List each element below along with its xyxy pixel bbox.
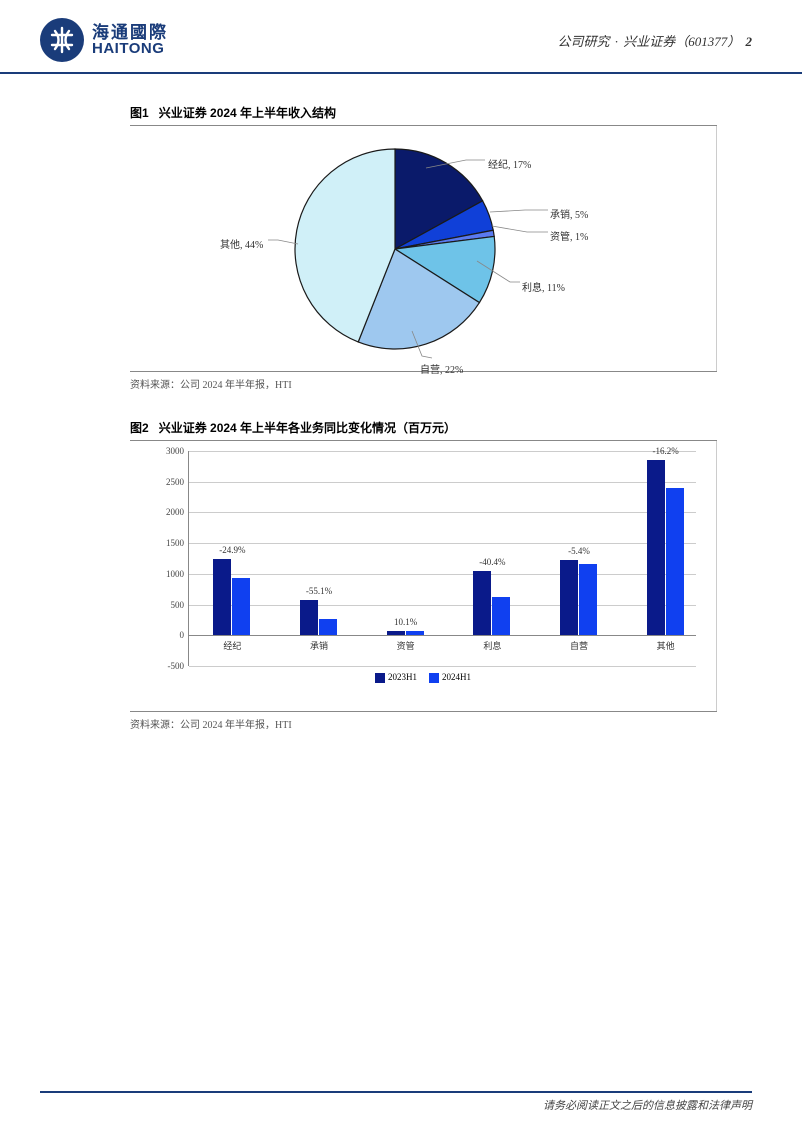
category-label: 资管 — [397, 639, 415, 652]
pct-label: -40.4% — [479, 557, 505, 567]
fig2-label: 图2 — [130, 419, 149, 436]
category-label: 利息 — [483, 639, 501, 652]
bar-利息-2023H1 — [473, 571, 491, 635]
pct-label: -55.1% — [306, 586, 332, 596]
legend-item: 2024H1 — [429, 672, 471, 683]
fig2-title-bar: 图2 兴业证券 2024 年上半年各业务同比变化情况（百万元） — [130, 419, 717, 441]
page-number: 2 — [746, 34, 753, 49]
bar-其他-2024H1 — [666, 488, 684, 635]
bar-经纪-2024H1 — [232, 578, 250, 636]
y-tick: 3000 — [166, 446, 184, 456]
gridline — [189, 605, 696, 606]
y-tick: 1000 — [166, 569, 184, 579]
gridline — [189, 574, 696, 575]
gridline — [189, 451, 696, 452]
legend-label: 2024H1 — [442, 672, 471, 682]
y-tick: 1500 — [166, 538, 184, 548]
haitong-logo-icon — [40, 18, 84, 62]
legend-swatch — [375, 673, 385, 683]
category-label: 其他 — [657, 639, 675, 652]
pct-label: -24.9% — [219, 545, 245, 555]
breadcrumb: 公司研究 · 兴业证券（601377） 2 — [557, 31, 752, 50]
pie-label-承销: 承销, 5% — [550, 206, 588, 221]
pct-label: 10.1% — [394, 617, 417, 627]
fig2-bar-chart: 经纪 -24.9% 承销 -55.1% 资管 10.1% 利息 -40.4% 自营 -5.4% 其他… — [130, 441, 717, 711]
logo-text-en: HAITONG — [92, 41, 168, 56]
page-footer: 请务必阅读正文之后的信息披露和法律声明 — [40, 1091, 752, 1113]
legend-swatch — [429, 673, 439, 683]
bar-其他-2023H1 — [647, 460, 665, 635]
pie-label-自营: 自营, 22% — [420, 361, 463, 376]
fig2-source: 资料来源：公司 2024 年半年报，HTI — [130, 711, 717, 731]
category-label: 经纪 — [223, 639, 241, 652]
bar-自营-2023H1 — [560, 560, 578, 636]
pct-label: -5.4% — [568, 546, 590, 556]
gridline — [189, 512, 696, 513]
breadcrumb-company: 兴业证券（601377） — [623, 34, 740, 49]
logo-text-cn: 海通國際 — [92, 24, 168, 41]
fig2-legend: 2023H1 2024H1 — [142, 672, 704, 683]
category-label: 承销 — [310, 639, 328, 652]
pct-label: -16.2% — [653, 446, 679, 456]
bar-资管-2024H1 — [406, 631, 424, 636]
y-tick: 2500 — [166, 477, 184, 487]
pie-label-资管: 资管, 1% — [550, 228, 588, 243]
gridline — [189, 543, 696, 544]
y-tick: -500 — [168, 661, 185, 671]
page-header: 海通國際 HAITONG 公司研究 · 兴业证券（601377） 2 — [0, 0, 802, 74]
fig1-title: 兴业证券 2024 年上半年收入结构 — [159, 104, 336, 121]
pie-label-经纪: 经纪, 17% — [488, 156, 531, 171]
y-tick: 500 — [171, 600, 185, 610]
bar-自营-2024H1 — [579, 564, 597, 636]
fig2-title: 兴业证券 2024 年上半年各业务同比变化情况（百万元） — [159, 419, 456, 436]
pie-label-利息: 利息, 11% — [522, 279, 565, 294]
y-tick: 2000 — [166, 507, 184, 517]
fig1-label: 图1 — [130, 104, 149, 121]
x-axis-line — [189, 635, 696, 636]
bar-利息-2024H1 — [492, 597, 510, 635]
y-tick: 0 — [180, 630, 185, 640]
logo: 海通國際 HAITONG — [40, 18, 168, 62]
gridline — [189, 482, 696, 483]
bar-经纪-2023H1 — [213, 559, 231, 636]
pie-svg — [290, 144, 500, 354]
bar-承销-2024H1 — [319, 619, 337, 635]
category-label: 自营 — [570, 639, 588, 652]
pie-leader-2 — [492, 226, 548, 232]
bar-承销-2023H1 — [300, 600, 318, 636]
bar-资管-2023H1 — [387, 631, 405, 635]
disclaimer: 请务必阅读正文之后的信息披露和法律声明 — [543, 1100, 752, 1112]
fig1-title-bar: 图1 兴业证券 2024 年上半年收入结构 — [130, 104, 717, 126]
fig1-pie-chart: 经纪, 17%承销, 5%资管, 1%利息, 11%自营, 22%其他, 44% — [130, 126, 717, 371]
legend-label: 2023H1 — [388, 672, 417, 682]
legend-item: 2023H1 — [375, 672, 417, 683]
pie-label-其他: 其他, 44% — [220, 236, 263, 251]
breadcrumb-section: 公司研究 — [557, 34, 609, 49]
gridline — [189, 666, 696, 667]
